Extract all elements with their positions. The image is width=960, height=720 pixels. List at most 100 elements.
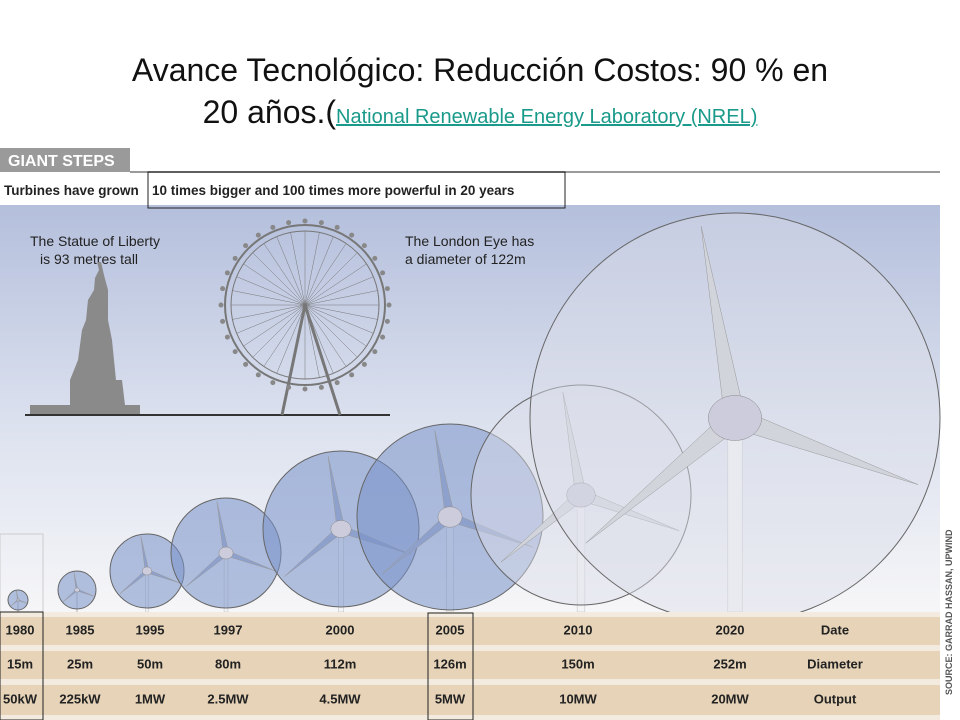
spoke (304, 304, 358, 358)
table-stripe (0, 685, 940, 715)
table-cell: Output (814, 691, 857, 706)
pod (384, 318, 390, 324)
turbine (57, 570, 97, 613)
statue-of-liberty (30, 262, 140, 415)
spoke (232, 290, 306, 306)
pod (361, 243, 367, 249)
pod (386, 302, 392, 308)
spoke (304, 304, 334, 374)
pod (255, 372, 261, 378)
spoke (304, 276, 374, 306)
table-cell: 5MW (435, 691, 466, 706)
spoke (252, 252, 306, 306)
spoke (252, 304, 306, 358)
subtitle: Turbines have grown (4, 183, 139, 198)
title-text: 20 años.( (202, 94, 337, 130)
source: SOURCE: GARRAD HASSAN, UPWIND (944, 529, 954, 695)
table-cell: 112m (324, 656, 357, 671)
spoke (304, 252, 358, 306)
spoke (243, 263, 306, 306)
pod (361, 361, 367, 367)
pod (286, 220, 292, 226)
table-cell: 25m (67, 656, 93, 671)
pod (224, 270, 230, 276)
pod (224, 334, 230, 340)
table-cell: 80m (215, 656, 241, 671)
spoke (304, 304, 347, 367)
pod (372, 349, 378, 355)
table-cell: Diameter (807, 656, 863, 671)
subtitle-boxed: 10 times bigger and 100 times more power… (152, 183, 514, 198)
table-cell: 150m (561, 656, 594, 671)
turbine (7, 589, 29, 613)
spoke (304, 243, 347, 306)
spoke (236, 304, 306, 334)
pod (349, 372, 355, 378)
turbine (529, 212, 941, 624)
spoke (304, 304, 378, 320)
spoke (290, 304, 306, 378)
header: GIANT STEPS (8, 153, 115, 170)
pod (384, 286, 390, 292)
hub (437, 506, 463, 528)
table-cell: 4.5MW (319, 691, 361, 706)
pod (286, 384, 292, 390)
pod (218, 302, 224, 308)
pod (302, 218, 308, 224)
header-bar (0, 148, 130, 172)
hub (141, 566, 153, 576)
statue-note: is 93 metres tall (40, 251, 138, 267)
pod (334, 224, 340, 230)
hub (708, 395, 762, 441)
spoke (232, 304, 306, 320)
table-cell: Date (821, 622, 849, 637)
spoke (263, 304, 306, 367)
pod (232, 255, 238, 261)
table-cell: 252m (713, 656, 746, 671)
table-cell: 20MW (711, 691, 749, 706)
pod (318, 384, 324, 390)
table-cell: 2020 (716, 622, 745, 637)
table-cell: 1MW (135, 691, 166, 706)
spoke (304, 290, 378, 306)
table-cell: 1995 (136, 622, 165, 637)
title-line-1: Avance Tecnológico: Reducción Costos: 90… (131, 52, 829, 88)
table-cell: 10MW (559, 691, 597, 706)
table-cell: 1980 (6, 622, 35, 637)
hub (74, 587, 80, 593)
pod (243, 361, 249, 367)
highlight-box (147, 171, 566, 209)
table-cell: 225kW (59, 691, 101, 706)
table-cell: 2005 (436, 622, 465, 637)
turbine (109, 533, 185, 613)
pod (349, 232, 355, 238)
pod (270, 224, 276, 230)
eye-note: a diameter of 122m (405, 251, 526, 267)
spoke (304, 304, 320, 378)
london-eye (218, 218, 392, 416)
table-cell: 50m (137, 656, 163, 671)
spoke (304, 236, 334, 306)
spoke (236, 276, 306, 306)
hub (566, 482, 596, 508)
pod (302, 386, 308, 392)
table-cell: 50kW (3, 691, 38, 706)
pod (232, 349, 238, 355)
turbine (356, 423, 544, 613)
table-cell: 1985 (66, 622, 95, 637)
highlight-box (0, 611, 44, 720)
statue-note: The Statue of Liberty (30, 233, 160, 249)
pod (243, 243, 249, 249)
spoke (290, 232, 306, 306)
pod (380, 270, 386, 276)
nrel-link[interactable]: National Renewable Energy Laboratory (NR… (336, 106, 758, 128)
pod (220, 286, 226, 292)
pod (220, 318, 226, 324)
spoke (243, 304, 306, 347)
spoke (304, 304, 367, 347)
hub (330, 520, 352, 538)
table-cell: 126m (433, 656, 466, 671)
title-line-2: 20 años.(National Renewable Energy Labor… (0, 94, 960, 131)
